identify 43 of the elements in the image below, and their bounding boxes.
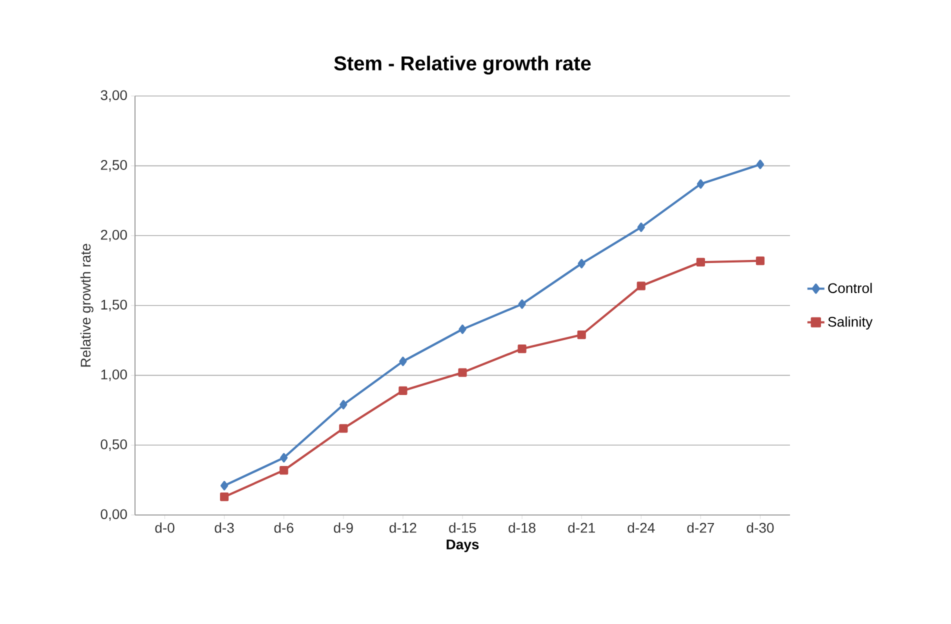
x-tick-label: d-27: [687, 522, 714, 533]
x-tick-label: d-15: [449, 522, 476, 533]
point: [696, 179, 704, 189]
y-tick-label: 1,00: [101, 370, 127, 382]
y-axis-title: Relative growth rate: [80, 244, 94, 367]
y-tick-label: 0,50: [100, 439, 127, 451]
y-tick-label: 0,00: [100, 509, 127, 521]
point: [518, 299, 526, 309]
point: [220, 492, 229, 502]
point: [577, 330, 586, 340]
legend-label: Control: [828, 282, 872, 294]
point: [756, 160, 764, 170]
y-tick-label: 1,50: [101, 300, 127, 312]
x-tick-label: d-21: [568, 522, 595, 533]
point: [458, 368, 467, 377]
point: [578, 258, 586, 268]
point: [340, 400, 348, 410]
x-tick-label: d-12: [390, 522, 416, 533]
x-tick-label: d-3: [214, 522, 234, 533]
point: [636, 282, 646, 290]
x-tick-label: d-6: [274, 522, 294, 533]
x-axis-title: Days: [446, 540, 479, 552]
x-tick-label: d-24: [628, 522, 655, 533]
point: [398, 386, 408, 395]
x-tick-label: d-9: [334, 522, 353, 533]
y-tick-label: 2,00: [100, 230, 127, 242]
point: [339, 424, 348, 433]
point: [220, 480, 228, 490]
point: [518, 344, 526, 354]
point: [280, 466, 288, 475]
legend-label: Salinity: [828, 316, 873, 330]
point: [756, 256, 765, 266]
y-tick-label: 3,00: [100, 90, 127, 102]
point: [696, 258, 705, 266]
point: [280, 453, 288, 462]
x-tick-label: d-18: [508, 522, 536, 533]
point: [399, 356, 407, 366]
x-tick-label: d-30: [746, 522, 774, 533]
x-tick-label: d-0: [155, 522, 174, 533]
point: [458, 324, 466, 334]
chart-title: Stem - Relative growth rate: [334, 56, 591, 74]
point: [637, 222, 645, 232]
y-tick-label: 2,50: [100, 160, 127, 172]
